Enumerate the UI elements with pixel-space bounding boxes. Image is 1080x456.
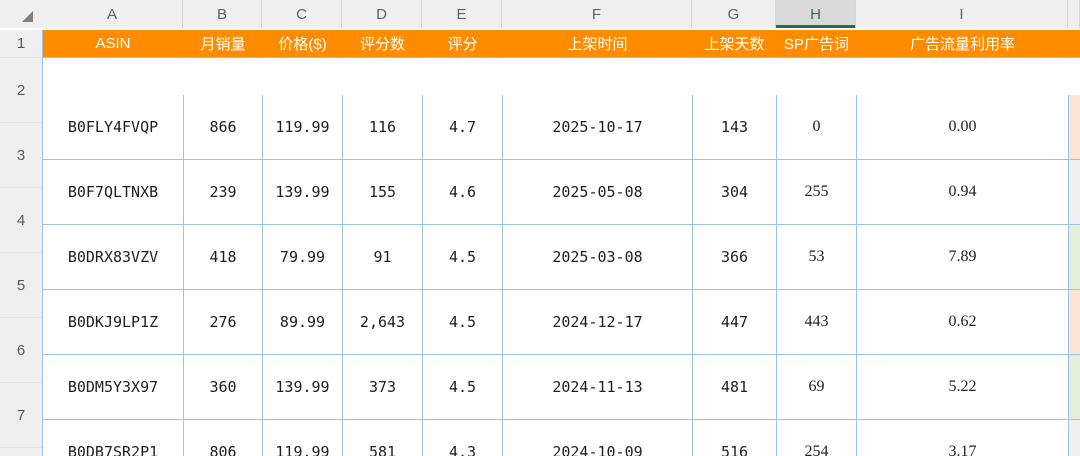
cell-monthly-sales[interactable]: 866 <box>184 95 263 160</box>
cell-rating-count[interactable]: 581 <box>343 420 423 456</box>
cell-monthly-sales[interactable]: 418 <box>184 225 263 290</box>
cell-sp-ad-words[interactable]: 53 <box>777 225 857 290</box>
column-header-i[interactable]: I <box>856 0 1068 28</box>
cell-ad-traffic-rate[interactable]: 0.62 <box>857 290 1069 355</box>
row-header-8-partial[interactable] <box>0 448 42 456</box>
cell-price[interactable]: 139.99 <box>263 160 343 225</box>
column-header-f[interactable]: F <box>502 0 692 28</box>
header-cell-sp-ad-words[interactable]: SP广告词 <box>777 30 857 58</box>
header-cell-rating[interactable]: 评分 <box>423 30 503 58</box>
cell-rating-count[interactable]: 373 <box>343 355 423 420</box>
cell-price[interactable]: 79.99 <box>263 225 343 290</box>
header-cell-ad-traffic-rate[interactable]: 广告流量利用率 <box>857 30 1069 58</box>
header-cell-rating-count[interactable]: 评分数 <box>343 30 423 58</box>
sheet-grid: ASIN 月销量 价格($) 评分数 评分 上架时间 上架天数 SP广告词 广告… <box>42 30 1080 456</box>
row-header-6[interactable]: 6 <box>0 318 42 383</box>
select-all-triangle-icon <box>22 11 33 22</box>
row-header-7[interactable]: 7 <box>0 383 42 448</box>
cell-asin[interactable]: B0DB7SR2P1 <box>43 420 184 456</box>
cell-sp-ad-words[interactable]: 255 <box>777 160 857 225</box>
header-cell-days-listed[interactable]: 上架天数 <box>693 30 777 58</box>
row-header-2[interactable]: 2 <box>0 58 42 123</box>
cell-monthly-sales[interactable]: 239 <box>184 160 263 225</box>
row-header-1[interactable]: 1 <box>0 30 42 58</box>
cell-j-fill[interactable] <box>1069 95 1080 160</box>
cell-ad-traffic-rate[interactable]: 0.00 <box>857 95 1069 160</box>
row-header-gutter: 1 2 3 4 5 6 7 <box>0 30 42 456</box>
cell-ad-traffic-rate[interactable]: 5.22 <box>857 355 1069 420</box>
header-cell-monthly-sales[interactable]: 月销量 <box>184 30 263 58</box>
cell-rating[interactable]: 4.7 <box>423 95 503 160</box>
row-header-5[interactable]: 5 <box>0 253 42 318</box>
cell-rating[interactable]: 4.6 <box>423 160 503 225</box>
cell-j-fill[interactable] <box>1069 225 1080 290</box>
column-header-c[interactable]: C <box>262 0 342 28</box>
column-header-b[interactable]: B <box>183 0 262 28</box>
cell-price[interactable]: 139.99 <box>263 355 343 420</box>
cell-listing-date[interactable]: 2024-10-09 <box>503 420 693 456</box>
column-header-a[interactable]: A <box>42 0 183 28</box>
cell-rating[interactable]: 4.5 <box>423 225 503 290</box>
cell-listing-date[interactable]: 2025-03-08 <box>503 225 693 290</box>
column-header-e[interactable]: E <box>422 0 502 28</box>
header-cell-asin[interactable]: ASIN <box>43 30 184 58</box>
cell-sp-ad-words[interactable]: 0 <box>777 95 857 160</box>
cell-listing-date[interactable]: 2025-10-17 <box>503 95 693 160</box>
cell-listing-date[interactable]: 2024-11-13 <box>503 355 693 420</box>
cell-listing-date[interactable]: 2025-05-08 <box>503 160 693 225</box>
cell-sp-ad-words[interactable]: 443 <box>777 290 857 355</box>
cell-days-listed[interactable]: 143 <box>693 95 777 160</box>
header-cell-price[interactable]: 价格($) <box>263 30 343 58</box>
cell-j-fill[interactable] <box>1069 355 1080 420</box>
cell-asin[interactable]: B0DM5Y3X97 <box>43 355 184 420</box>
column-header-d[interactable]: D <box>342 0 422 28</box>
header-cell-j-partial[interactable] <box>1069 30 1080 58</box>
cell-days-listed[interactable]: 447 <box>693 290 777 355</box>
cell-listing-date[interactable]: 2024-12-17 <box>503 290 693 355</box>
cell-j-fill[interactable] <box>1069 160 1080 225</box>
cell-rating[interactable]: 4.5 <box>423 355 503 420</box>
cell-ad-traffic-rate[interactable]: 3.17 <box>857 420 1069 456</box>
cell-rating-count[interactable]: 2,643 <box>343 290 423 355</box>
column-header-h-selected[interactable]: H <box>776 0 856 28</box>
cell-price[interactable]: 119.99 <box>263 420 343 456</box>
cell-monthly-sales[interactable]: 360 <box>184 355 263 420</box>
cell-days-listed[interactable]: 304 <box>693 160 777 225</box>
cell-ad-traffic-rate[interactable]: 0.94 <box>857 160 1069 225</box>
column-header-strip: A B C D E F G H I <box>42 0 1080 30</box>
cell-sp-ad-words[interactable]: 69 <box>777 355 857 420</box>
cell-price[interactable]: 119.99 <box>263 95 343 160</box>
column-header-j-partial[interactable] <box>1068 0 1080 28</box>
cell-price[interactable]: 89.99 <box>263 290 343 355</box>
cell-rating-count[interactable]: 116 <box>343 95 423 160</box>
select-all-corner[interactable] <box>0 0 43 30</box>
cell-monthly-sales[interactable]: 276 <box>184 290 263 355</box>
column-header-g[interactable]: G <box>692 0 776 28</box>
header-cell-listing-date[interactable]: 上架时间 <box>503 30 693 58</box>
row-header-3[interactable]: 3 <box>0 123 42 188</box>
cell-asin[interactable]: B0F7QLTNXB <box>43 160 184 225</box>
cell-asin[interactable]: B0DKJ9LP1Z <box>43 290 184 355</box>
cell-rating-count[interactable]: 155 <box>343 160 423 225</box>
cell-asin[interactable]: B0FLY4FVQP <box>43 95 184 160</box>
cell-j-fill[interactable] <box>1069 420 1080 456</box>
cell-rating-count[interactable]: 91 <box>343 225 423 290</box>
cell-days-listed[interactable]: 516 <box>693 420 777 456</box>
cell-ad-traffic-rate[interactable]: 7.89 <box>857 225 1069 290</box>
cell-asin[interactable]: B0DRX83VZV <box>43 225 184 290</box>
cell-rating[interactable]: 4.5 <box>423 290 503 355</box>
cell-days-listed[interactable]: 481 <box>693 355 777 420</box>
cell-monthly-sales[interactable]: 806 <box>184 420 263 456</box>
cell-sp-ad-words[interactable]: 254 <box>777 420 857 456</box>
row-header-4[interactable]: 4 <box>0 188 42 253</box>
cell-rating[interactable]: 4.3 <box>423 420 503 456</box>
cell-j-fill[interactable] <box>1069 290 1080 355</box>
cell-days-listed[interactable]: 366 <box>693 225 777 290</box>
